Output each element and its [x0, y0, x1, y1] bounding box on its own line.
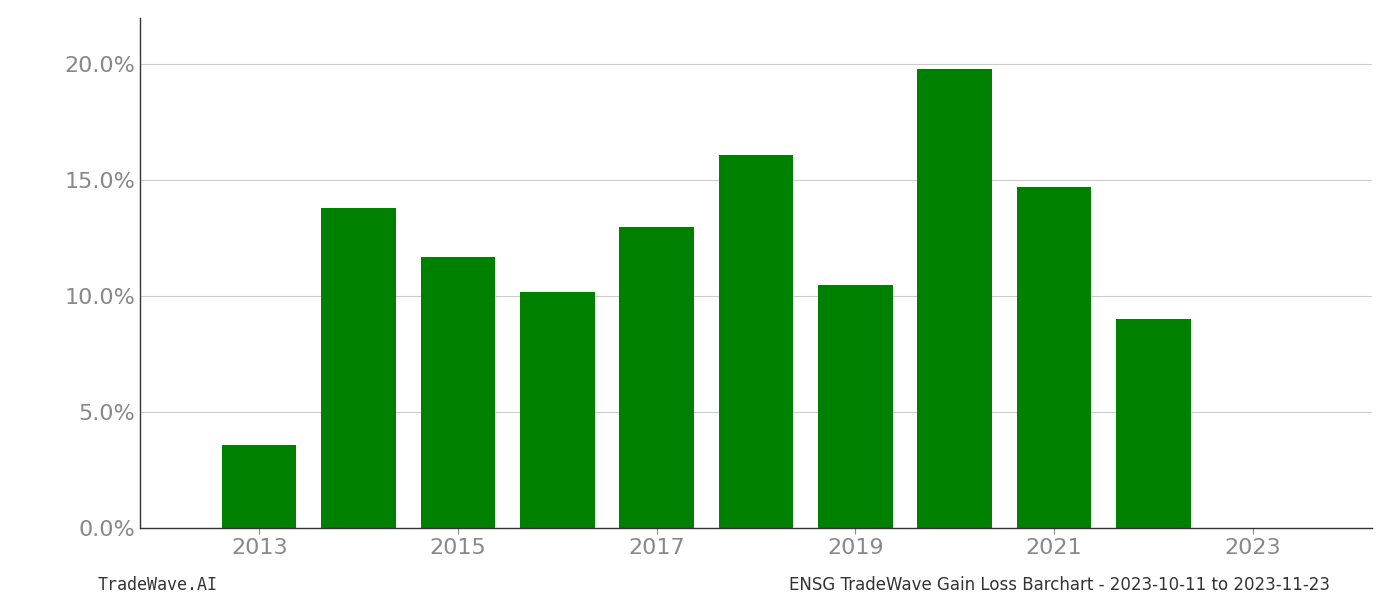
Bar — [322, 208, 396, 528]
Bar — [1116, 319, 1190, 528]
Bar — [519, 292, 595, 528]
Bar — [1016, 187, 1092, 528]
Bar — [223, 445, 297, 528]
Bar — [818, 284, 893, 528]
Bar — [917, 69, 993, 528]
Text: TradeWave.AI: TradeWave.AI — [98, 576, 218, 594]
Bar — [420, 257, 496, 528]
Bar — [718, 155, 794, 528]
Bar — [619, 227, 694, 528]
Text: ENSG TradeWave Gain Loss Barchart - 2023-10-11 to 2023-11-23: ENSG TradeWave Gain Loss Barchart - 2023… — [790, 576, 1330, 594]
